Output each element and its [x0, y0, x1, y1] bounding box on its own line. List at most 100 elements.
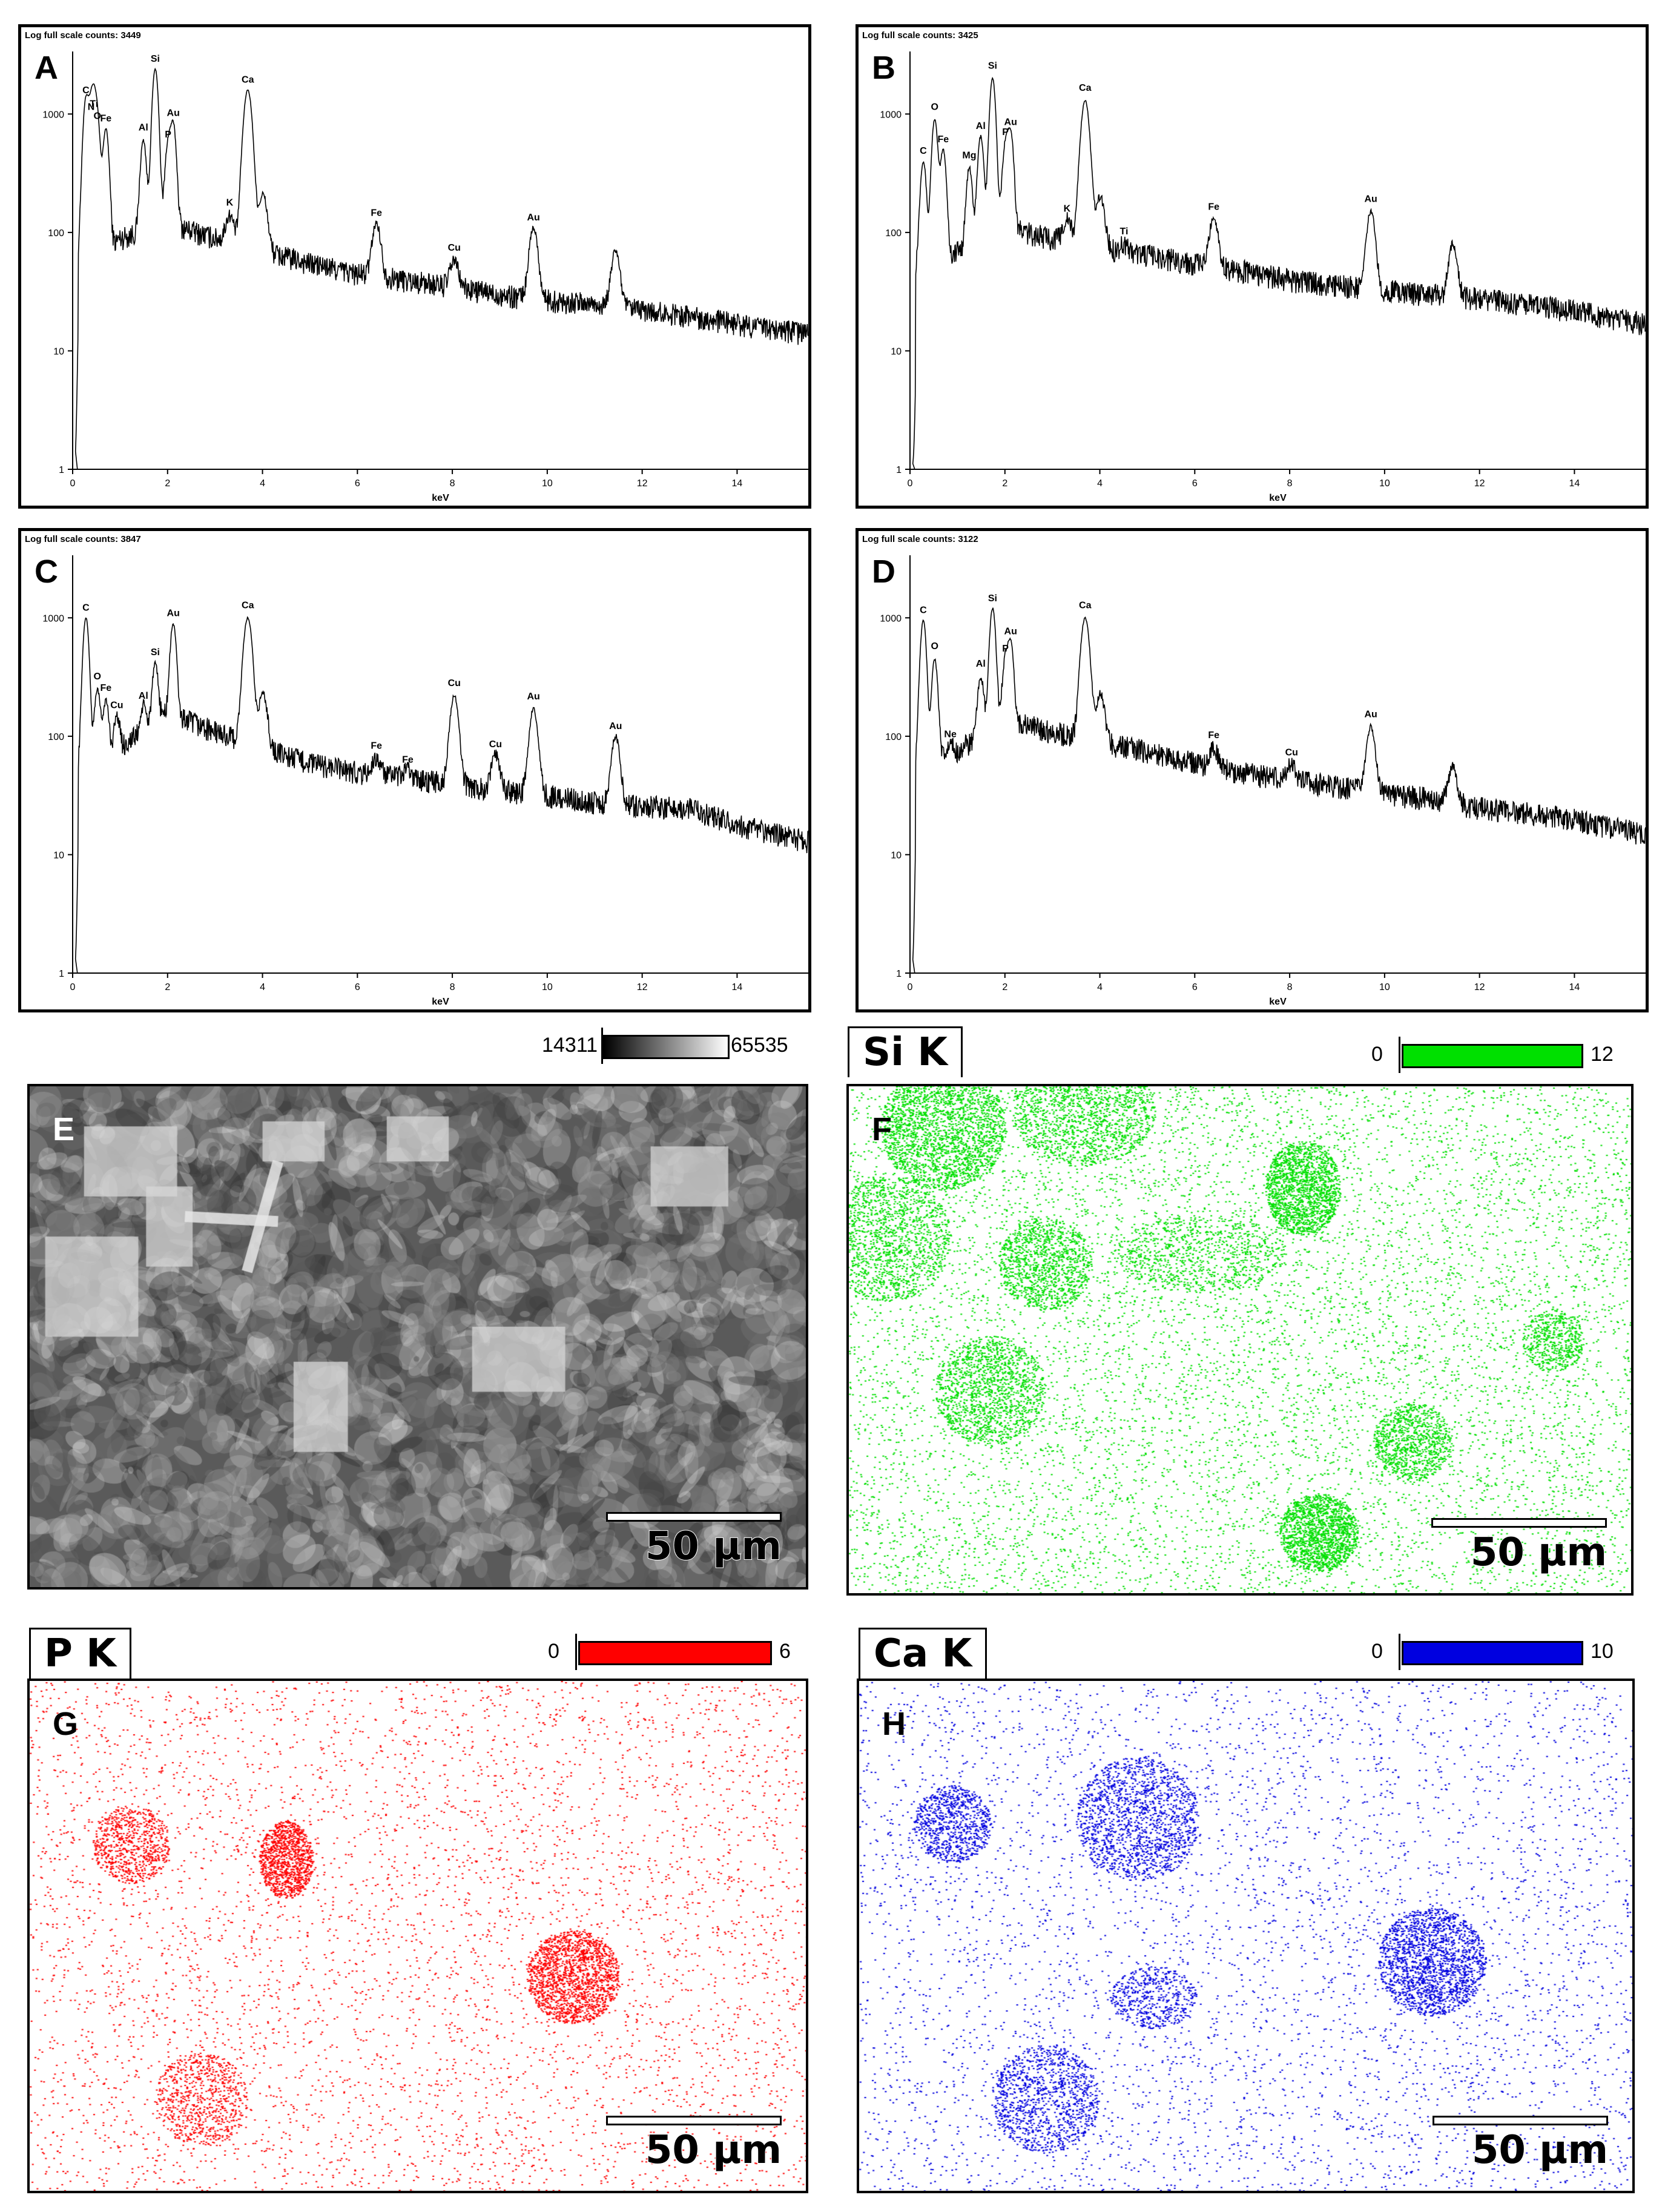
- x-tick-label: 0: [70, 478, 76, 489]
- x-tick-label: 14: [732, 982, 743, 992]
- spectrum-panel-b: Log full scale counts: 3425 1 10 100 1000 0 2 4…: [856, 24, 1649, 509]
- panel-letter-h: H: [882, 1706, 906, 1742]
- y-tick-label: 1: [59, 465, 64, 475]
- y-tick-label: 10: [891, 850, 902, 860]
- y-tick-label: 100: [48, 732, 64, 742]
- p-legend: 0 6: [542, 1634, 808, 1670]
- peak-label: Au: [609, 721, 622, 731]
- y-tick-label: 10: [53, 346, 64, 357]
- legend-min: 0: [548, 1640, 559, 1663]
- y-tick-label: 1000: [880, 110, 902, 120]
- y-tick-label: 100: [885, 228, 902, 239]
- x-tick-label: 6: [1192, 478, 1198, 489]
- peak-label: Au: [1364, 709, 1377, 719]
- x-tick-label: 12: [1474, 982, 1485, 992]
- x-tick-label: 0: [908, 478, 913, 489]
- peak-label: Au: [527, 692, 539, 702]
- x-tick-label: 10: [542, 982, 553, 992]
- sem-image-panel: E 50 µm: [27, 1084, 808, 1590]
- peak-label: Cu: [489, 739, 502, 750]
- peak-label: O: [94, 672, 101, 682]
- peak-label: N: [88, 102, 95, 112]
- panel-letter-a: A: [35, 50, 58, 86]
- map-title-si: Si K: [848, 1026, 963, 1077]
- peak-label: Ca: [1079, 83, 1092, 93]
- p-map-panel: G 50 µm: [27, 1679, 808, 2193]
- x-tick-label: 4: [260, 982, 265, 992]
- spectrum-line: [74, 67, 808, 470]
- scale-bar-label: 50 µm: [645, 1524, 782, 1570]
- spectrum-panel-d: Log full scale counts: 3122 1 10 100 1000 0 2 4…: [856, 528, 1649, 1012]
- peak-label: Fe: [1208, 730, 1219, 741]
- panel-letter-d: D: [872, 553, 895, 590]
- x-axis-label: keV: [432, 493, 449, 503]
- peak-label: Fe: [101, 683, 112, 693]
- p-element-map: [30, 1681, 806, 2191]
- map-title-ca: Ca K: [859, 1628, 987, 1679]
- x-tick-label: 2: [1002, 982, 1007, 992]
- scale-bar-line: [606, 2116, 782, 2125]
- panel-letter-f: F: [872, 1111, 892, 1147]
- scale-bar: 50 µm: [606, 2116, 782, 2173]
- panel-letter-c: C: [35, 553, 58, 590]
- scale-bar-label: 50 µm: [645, 2127, 782, 2173]
- ca-swatch: [1402, 1641, 1583, 1665]
- peak-label: Al: [139, 123, 148, 133]
- x-axis-label: keV: [1269, 493, 1287, 503]
- x-tick-label: 4: [1097, 478, 1103, 489]
- y-tick-label: 10: [53, 850, 64, 860]
- legend-min: 14311: [542, 1034, 598, 1057]
- legend-min: 0: [1371, 1640, 1383, 1663]
- x-tick-label: 12: [1474, 478, 1485, 489]
- scale-bar: 50 µm: [1431, 1518, 1607, 1576]
- y-tick-label: 1: [896, 969, 902, 979]
- x-tick-label: 12: [637, 478, 648, 489]
- peak-label: Si: [988, 61, 997, 71]
- peak-label: O: [931, 102, 938, 112]
- x-tick-label: 10: [1379, 478, 1390, 489]
- spectrum-panel-a: Log full scale counts: 3449 1 10 100 1000 0 2 4…: [18, 24, 811, 509]
- spectrum-line: [912, 607, 1646, 974]
- y-tick-label: 1000: [42, 110, 64, 120]
- counts-header: Log full scale counts: 3122: [862, 534, 978, 544]
- peak-label: C: [82, 85, 90, 96]
- x-tick-label: 0: [70, 982, 76, 992]
- peak-label: Si: [988, 593, 997, 604]
- x-tick-label: 4: [260, 478, 265, 489]
- scale-bar-label: 50 µm: [1471, 2127, 1609, 2173]
- peak-label: Au: [1004, 627, 1017, 637]
- legend-min: 0: [1371, 1043, 1383, 1066]
- scale-bar-label: 50 µm: [1470, 1530, 1607, 1576]
- spectrum-chart-d: Log full scale counts: 3122 1 10 100 1000 0 2 4…: [862, 534, 1646, 1007]
- x-tick-label: 8: [1287, 478, 1293, 489]
- x-tick-label: 10: [542, 478, 553, 489]
- x-tick-label: 2: [1002, 478, 1007, 489]
- x-tick-label: 2: [165, 478, 170, 489]
- counts-header: Log full scale counts: 3847: [25, 534, 141, 544]
- peak-label: Si: [151, 54, 160, 64]
- map-title-p: P K: [29, 1628, 131, 1679]
- spectrum-chart-c: Log full scale counts: 3847 1 10 100 1000 0 2 4…: [25, 534, 808, 1007]
- peak-label: Ca: [1079, 600, 1092, 610]
- counts-header: Log full scale counts: 3425: [862, 30, 978, 41]
- peak-label: Au: [527, 213, 539, 223]
- spectrum-line: [74, 616, 808, 974]
- peak-label: Cu: [1285, 747, 1298, 758]
- peak-label: Al: [976, 659, 986, 669]
- peak-label: Fe: [402, 754, 414, 765]
- peak-label: O: [931, 641, 938, 652]
- legend-tick: [1399, 1634, 1400, 1670]
- si-map-panel: F 50 µm: [846, 1084, 1634, 1596]
- peak-label: Si: [151, 647, 160, 658]
- scale-bar-line: [1431, 1518, 1607, 1528]
- si-element-map: [849, 1086, 1631, 1593]
- peak-label: Fe: [938, 134, 949, 145]
- peak-label: Ne: [944, 730, 957, 740]
- legend-max: 12: [1591, 1043, 1614, 1066]
- peak-label: Ti: [90, 99, 98, 109]
- y-tick-label: 1: [59, 969, 64, 979]
- x-tick-label: 10: [1379, 982, 1390, 992]
- ca-legend: 0 10: [1371, 1634, 1638, 1670]
- x-tick-label: 8: [1287, 982, 1293, 992]
- peak-label: Fe: [1208, 202, 1219, 212]
